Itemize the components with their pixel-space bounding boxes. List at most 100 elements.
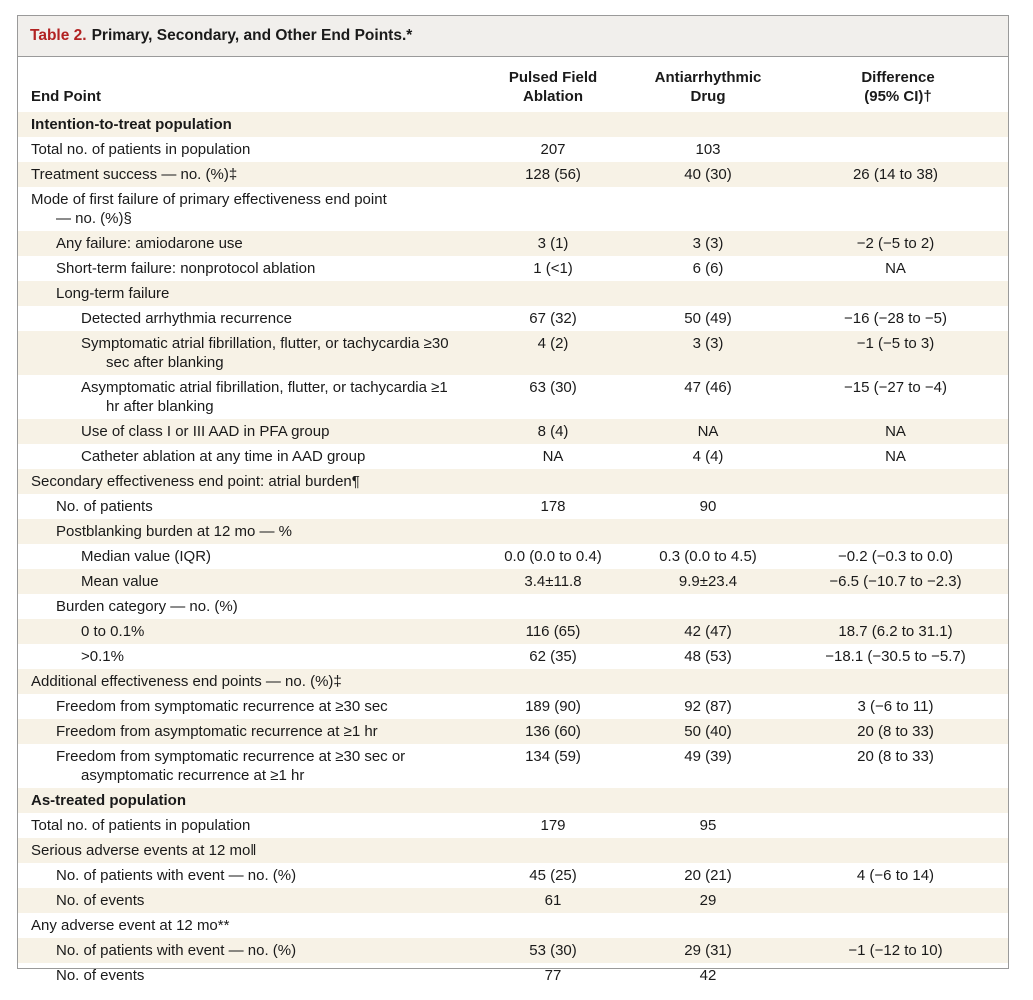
table-row: Use of class I or III AAD in PFA group 8 … xyxy=(18,419,1008,444)
row-label: Total no. of patients in population xyxy=(31,141,251,158)
pfa-cell: 116 (65) xyxy=(525,623,581,640)
pfa-cell: 179 xyxy=(540,817,566,834)
row-label: Additional effectiveness end points — no… xyxy=(31,673,342,690)
row-label: No. of events xyxy=(56,892,145,909)
aad-cell: 50 (49) xyxy=(684,310,732,327)
row-label: No. of patients with event — no. (%) xyxy=(56,942,297,959)
difference-cell: −16 (−28 to −5) xyxy=(844,310,947,327)
pfa-cell: 136 (60) xyxy=(525,723,581,740)
row-label-cell: No. of events xyxy=(18,891,1008,910)
table-row: No. of events 61 29 xyxy=(18,888,1008,913)
header-pfa-line2: Ablation xyxy=(523,88,583,105)
aad-cell: 103 xyxy=(695,141,721,158)
table-header: End Point Pulsed Field Ablation Antiarrh… xyxy=(18,57,1008,112)
header-pfa-line1: Pulsed Field xyxy=(508,69,598,86)
row-label-cell: No. of patients xyxy=(18,497,1008,516)
difference-cell: −6.5 (−10.7 to −2.3) xyxy=(829,573,962,590)
table-row: Freedom from symptomatic recurrence at ≥… xyxy=(18,744,1008,788)
row-label: Median value (IQR) xyxy=(81,548,212,565)
pfa-cell: 3.4±11.8 xyxy=(524,573,582,590)
row-label-cell: Total no. of patients in population xyxy=(18,816,1008,835)
row-label: Catheter ablation at any time in AAD gro… xyxy=(81,448,366,465)
row-label-cell: Detected arrhythmia recurrence xyxy=(18,309,1008,328)
row-label-cell: No. of patients with event — no. (%) xyxy=(18,941,1008,960)
table-row: Treatment success — no. (%)‡ 128 (56) 40 (… xyxy=(18,162,1008,187)
aad-cell: 42 xyxy=(699,967,717,984)
table-row: Mode of first failure of primary effecti… xyxy=(18,187,1008,231)
table-row: Total no. of patients in population 179 95 xyxy=(18,813,1008,838)
aad-cell: 42 (47) xyxy=(684,623,732,640)
table-row: Postblanking burden at 12 mo — % xyxy=(18,519,1008,544)
row-label-cell: Short-term failure: nonprotocol ablation xyxy=(18,259,1008,278)
pfa-cell: 53 (30) xyxy=(529,942,577,959)
pfa-cell: 3 (1) xyxy=(537,235,569,252)
row-label-cell: Additional effectiveness end points — no… xyxy=(18,672,1008,691)
pfa-cell: 178 xyxy=(540,498,566,515)
table-row: Mean value 3.4±11.8 9.9±23.4 −6.5 (−10.7 to… xyxy=(18,569,1008,594)
table-row: Catheter ablation at any time in AAD gro… xyxy=(18,444,1008,469)
table-row: Any adverse event at 12 mo** xyxy=(18,913,1008,938)
table-row: >0.1% 62 (35) 48 (53) −18.1 (−30.5 to −5.7) xyxy=(18,644,1008,669)
header-diff-line2: (95% CI)† xyxy=(864,88,932,105)
difference-cell: 20 (8 to 33) xyxy=(857,748,934,765)
row-label: Burden category — no. (%) xyxy=(56,598,238,615)
difference-cell: −0.2 (−0.3 to 0.0) xyxy=(837,548,954,565)
pfa-cell: NA xyxy=(542,448,564,465)
row-label-cell: Symptomatic atrial fibrillation, flutter… xyxy=(18,334,1008,372)
row-label: No. of patients xyxy=(56,498,153,515)
row-label-continuation: sec after blanking xyxy=(106,354,224,371)
aad-cell: 48 (53) xyxy=(684,648,732,665)
row-label-cell: Treatment success — no. (%)‡ xyxy=(18,165,1008,184)
row-label-cell: Freedom from asymptomatic recurrence at … xyxy=(18,722,1008,741)
table-row: No. of patients with event — no. (%) 53 (… xyxy=(18,938,1008,963)
difference-cell: 18.7 (6.2 to 31.1) xyxy=(838,623,953,640)
aad-cell: 6 (6) xyxy=(692,260,724,277)
row-label: Short-term failure: nonprotocol ablation xyxy=(56,260,316,277)
difference-cell: 26 (14 to 38) xyxy=(852,166,939,183)
pfa-cell: 63 (30) xyxy=(529,379,577,396)
row-label: Freedom from asymptomatic recurrence at … xyxy=(56,723,378,740)
aad-cell: 9.9±23.4 xyxy=(678,573,738,590)
difference-cell: −1 (−12 to 10) xyxy=(848,942,943,959)
aad-cell: 29 (31) xyxy=(684,942,732,959)
header-end-point: End Point xyxy=(31,88,101,105)
row-label-cell: Long-term failure xyxy=(18,284,1008,303)
table-row: 0 to 0.1% 116 (65) 42 (47) 18.7 (6.2 to 31.… xyxy=(18,619,1008,644)
row-label: No. of events xyxy=(56,967,145,984)
row-label-cell: Freedom from symptomatic recurrence at ≥… xyxy=(18,697,1008,716)
aad-cell: 20 (21) xyxy=(684,867,732,884)
difference-cell: 3 (−6 to 11) xyxy=(857,698,934,715)
pfa-cell: 128 (56) xyxy=(525,166,581,183)
row-label: Mean value xyxy=(81,573,159,590)
row-label-cell: Use of class I or III AAD in PFA group xyxy=(18,422,1008,441)
header-difference: Difference (95% CI)† xyxy=(828,68,968,106)
row-label-cell: Postblanking burden at 12 mo — % xyxy=(18,522,1008,541)
header-aad-line1: Antiarrhythmic xyxy=(654,69,762,86)
table-row: Detected arrhythmia recurrence 67 (32) 50 … xyxy=(18,306,1008,331)
row-label: Treatment success — no. (%)‡ xyxy=(31,166,238,183)
row-label-cell: 0 to 0.1% xyxy=(18,622,1008,641)
row-label: 0 to 0.1% xyxy=(81,623,145,640)
row-label-continuation: — no. (%)§ xyxy=(56,210,132,227)
difference-cell: −1 (−5 to 3) xyxy=(856,335,935,352)
table-row: Burden category — no. (%) xyxy=(18,594,1008,619)
difference-cell: −15 (−27 to −4) xyxy=(844,379,947,396)
aad-cell: NA xyxy=(697,423,719,440)
header-aad: Antiarrhythmic Drug xyxy=(643,68,773,106)
table-row: Symptomatic atrial fibrillation, flutter… xyxy=(18,331,1008,375)
table-row: No. of events 77 42 xyxy=(18,963,1008,988)
aad-cell: 50 (40) xyxy=(684,723,732,740)
row-label: Long-term failure xyxy=(56,285,170,302)
aad-cell: 3 (3) xyxy=(692,235,724,252)
row-label: Secondary effectiveness end point: atria… xyxy=(31,473,360,490)
difference-cell: NA xyxy=(885,448,906,465)
pfa-cell: 8 (4) xyxy=(537,423,569,440)
row-label-cell: Serious adverse events at 12 mo‖ xyxy=(18,841,1008,860)
aad-cell: 29 xyxy=(699,892,717,909)
aad-cell: 90 xyxy=(699,498,717,515)
row-label: Use of class I or III AAD in PFA group xyxy=(81,423,330,440)
aad-cell: 40 (30) xyxy=(684,166,732,183)
row-label-cell: Intention-to-treat population xyxy=(18,115,1008,134)
aad-cell: 4 (4) xyxy=(692,448,724,465)
table-row: Freedom from symptomatic recurrence at ≥… xyxy=(18,694,1008,719)
